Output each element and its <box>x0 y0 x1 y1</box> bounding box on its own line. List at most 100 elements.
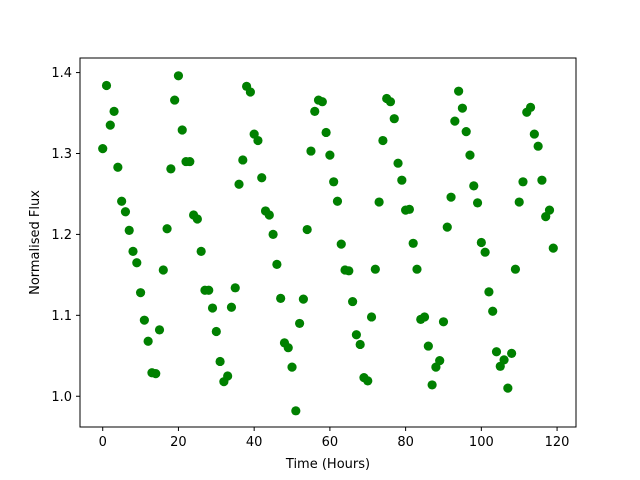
x-tick-label: 0 <box>99 435 107 450</box>
data-point <box>264 210 274 220</box>
data-point <box>529 129 539 139</box>
data-point <box>317 97 327 107</box>
data-point <box>173 71 184 81</box>
data-point <box>510 264 521 274</box>
data-point <box>223 371 233 381</box>
data-point <box>446 192 456 202</box>
axes-background <box>80 58 576 427</box>
data-point <box>533 141 543 151</box>
x-tick-label: 40 <box>246 435 263 450</box>
data-point <box>253 135 263 146</box>
data-point <box>355 339 365 350</box>
data-point <box>128 246 138 256</box>
x-tick-label: 20 <box>170 435 187 450</box>
data-point <box>344 266 354 276</box>
data-point <box>105 120 115 130</box>
data-point <box>124 225 134 235</box>
data-point <box>476 237 486 248</box>
plot-area <box>79 57 577 428</box>
data-point <box>151 368 161 379</box>
data-point <box>117 196 127 206</box>
data-point <box>170 95 180 105</box>
data-point <box>268 229 278 240</box>
data-point <box>450 116 460 126</box>
y-axis-title: Normalised Flux <box>28 190 43 295</box>
data-point <box>484 287 494 297</box>
data-point <box>499 355 509 365</box>
data-point <box>291 406 301 416</box>
data-point <box>366 312 377 322</box>
data-point <box>525 102 536 112</box>
data-point <box>211 326 221 337</box>
data-point <box>472 198 483 208</box>
data-point <box>101 80 112 91</box>
data-point <box>245 87 255 97</box>
x-axis-title: Time (Hours) <box>285 457 370 472</box>
data-point <box>412 264 422 274</box>
data-point <box>109 106 119 117</box>
y-tick-label: 1.0 <box>51 390 72 405</box>
data-point <box>442 222 452 232</box>
data-point <box>397 175 407 185</box>
data-point <box>177 125 187 135</box>
y-axis-ticks: 1.0 1.1 1.2 1.3 1.4 <box>51 66 80 405</box>
data-point <box>514 197 524 207</box>
data-point <box>329 177 339 187</box>
data-point <box>404 204 414 214</box>
data-point <box>435 356 445 366</box>
data-point <box>257 173 267 183</box>
data-point <box>348 296 358 307</box>
data-point <box>295 318 305 329</box>
data-point <box>491 347 502 357</box>
x-axis-ticks: 0 20 40 60 80 100 120 <box>99 427 570 450</box>
data-point <box>143 336 153 346</box>
y-tick-label: 1.4 <box>51 66 72 81</box>
y-tick-label: 1.3 <box>51 147 72 162</box>
data-point <box>276 293 286 303</box>
data-point <box>306 146 316 156</box>
data-point <box>336 239 346 249</box>
data-point <box>461 127 471 137</box>
data-point <box>503 383 513 393</box>
data-point <box>321 127 331 138</box>
data-point <box>113 162 123 172</box>
data-point <box>162 224 172 234</box>
data-point <box>185 156 195 167</box>
data-point <box>518 177 528 187</box>
data-point <box>393 158 403 168</box>
data-points <box>98 71 558 416</box>
data-point <box>287 362 297 372</box>
data-point <box>385 97 396 107</box>
data-point <box>120 207 131 217</box>
x-tick-label: 120 <box>545 435 570 450</box>
data-point <box>139 315 149 325</box>
data-point <box>408 238 418 248</box>
data-point <box>480 247 490 257</box>
data-point <box>192 214 202 224</box>
x-tick-label: 80 <box>397 435 414 450</box>
data-point <box>154 325 165 335</box>
data-point <box>465 150 475 160</box>
data-point <box>310 106 320 117</box>
data-point <box>234 179 244 189</box>
data-point <box>204 285 214 295</box>
data-point <box>370 264 380 274</box>
data-point <box>351 330 361 340</box>
data-point <box>419 312 430 322</box>
data-point <box>374 197 384 207</box>
data-point <box>230 283 240 293</box>
data-point <box>548 243 558 253</box>
data-point <box>166 164 176 174</box>
data-point <box>196 246 206 256</box>
data-point <box>272 259 282 269</box>
data-point <box>238 155 248 165</box>
data-point <box>507 348 517 358</box>
data-point <box>207 303 218 313</box>
data-point <box>363 376 373 386</box>
data-point <box>457 103 468 113</box>
data-point <box>98 144 108 154</box>
data-point <box>283 343 293 353</box>
axes-frame <box>79 57 577 428</box>
y-tick-label: 1.1 <box>51 309 72 324</box>
